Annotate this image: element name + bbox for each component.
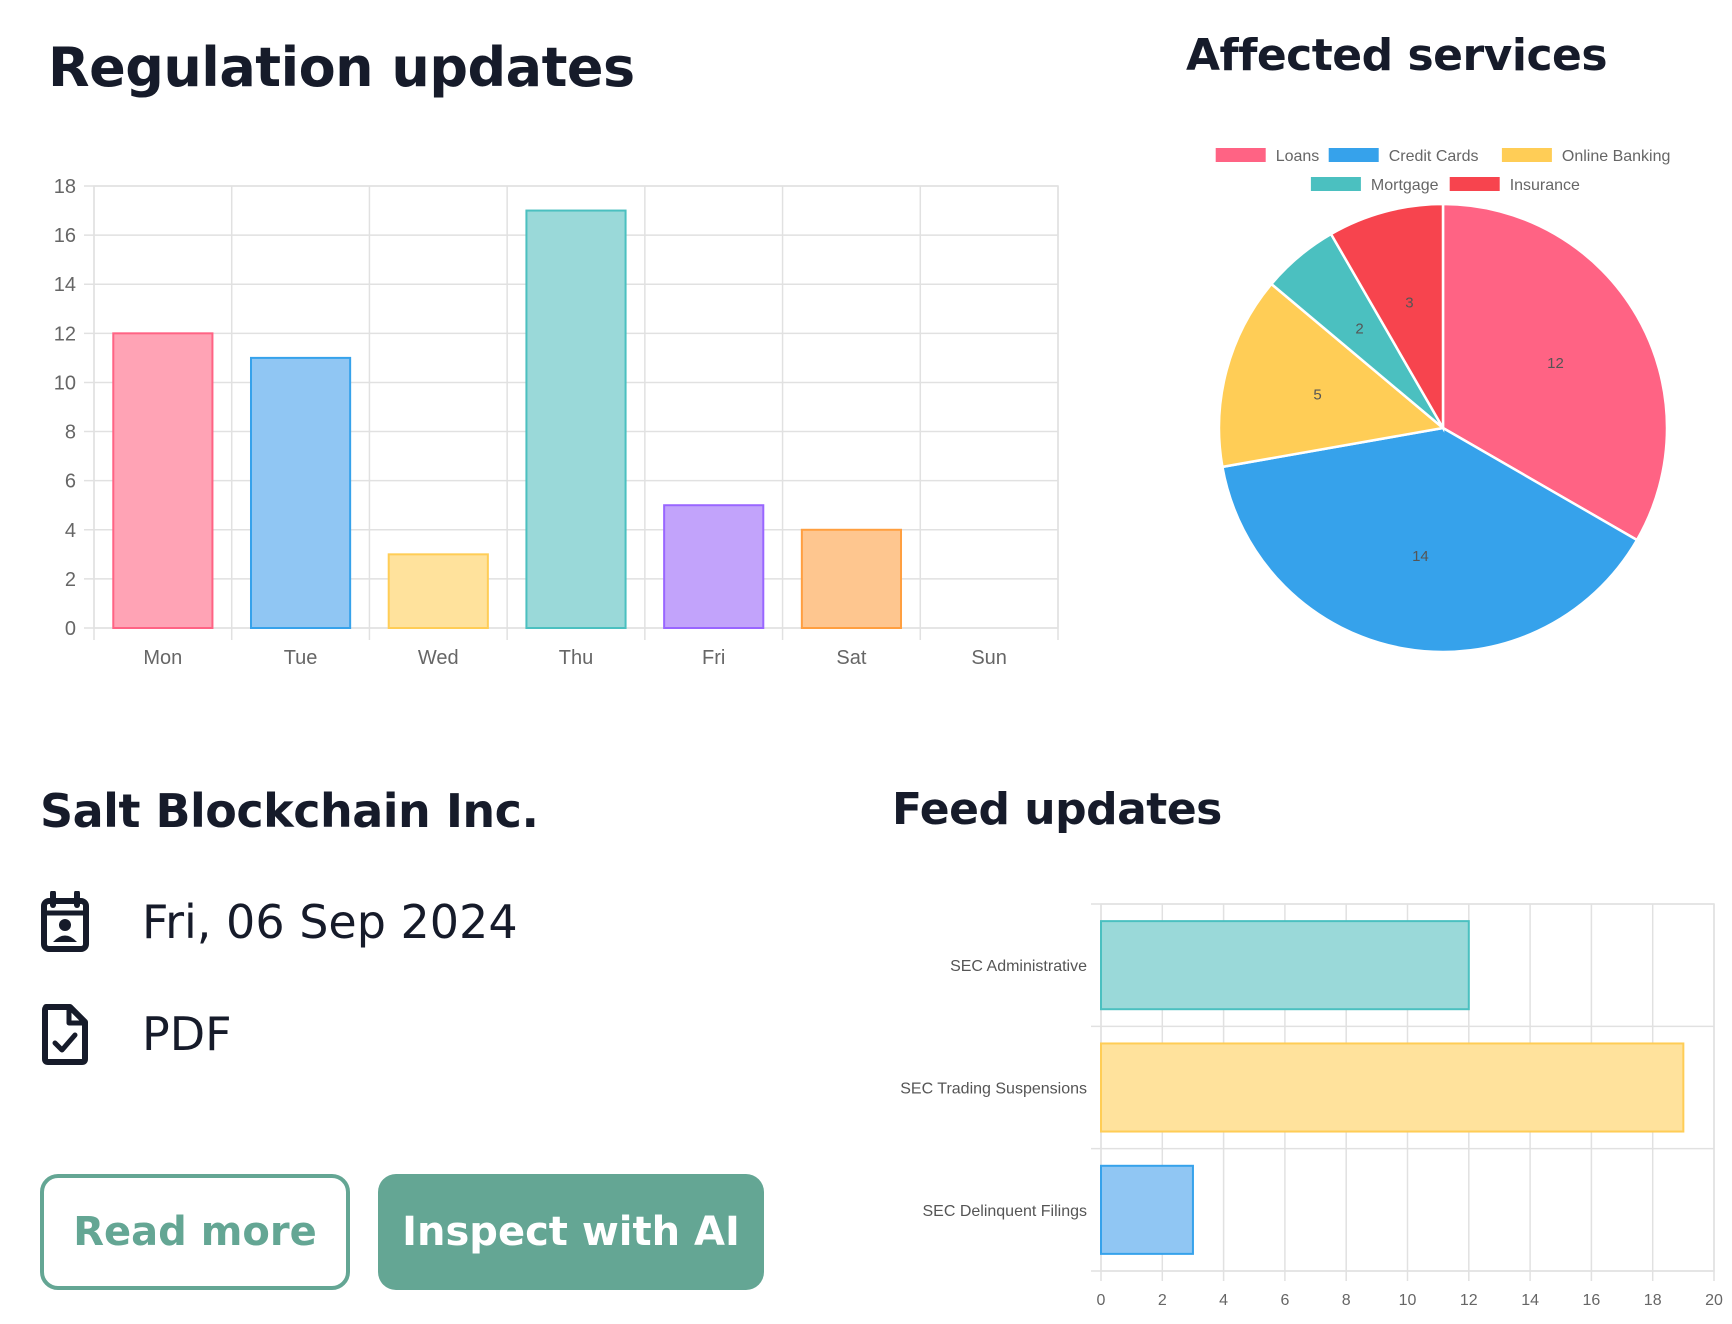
x-tick-label: Thu [559, 647, 593, 669]
x-tick-label: Fri [702, 647, 725, 669]
legend-swatch [1310, 177, 1361, 191]
y-tick-label: 0 [65, 618, 76, 640]
y-tick-label: 12 [54, 323, 76, 345]
y-tick-label: 4 [65, 520, 76, 542]
x-tick-label: 4 [1219, 1292, 1228, 1309]
x-tick-label: Sat [836, 647, 866, 669]
x-tick-label: 2 [1158, 1292, 1167, 1309]
y-tick-label: 18 [54, 176, 76, 198]
x-tick-label: 12 [1460, 1292, 1478, 1309]
bar-fri[interactable] [663, 504, 765, 630]
bar-tue[interactable] [249, 356, 352, 629]
x-tick-label: 16 [1583, 1292, 1601, 1309]
inspect-with-ai-button[interactable]: Inspect with AI [378, 1174, 764, 1290]
y-tick-label: 6 [65, 471, 76, 493]
y-tick-label: 10 [54, 372, 76, 394]
bar-thu[interactable] [525, 209, 627, 630]
y-tick-label: 8 [65, 422, 76, 444]
pie-slice-loans[interactable] [1441, 202, 1669, 542]
x-tick-label: Mon [143, 647, 182, 669]
legend-label[interactable]: Loans [1276, 148, 1320, 165]
y-tick-label: 2 [65, 569, 76, 591]
pie-value-label: 3 [1405, 295, 1413, 312]
x-tick-label: 10 [1399, 1292, 1417, 1309]
bar-wed[interactable] [387, 553, 489, 629]
legend-label[interactable]: Credit Cards [1389, 148, 1479, 165]
feed-updates-bar-chart: 0 2 4 6 8 10 12 14 16 18 20 SEC Administrative SEC T… [900, 903, 1723, 1309]
regulation-updates-title: Regulation updates [48, 36, 635, 99]
date-row: Fri, 06 Sep 2024 [38, 890, 518, 954]
read-more-button[interactable]: Read more [40, 1174, 350, 1290]
x-tick-label: 6 [1280, 1292, 1289, 1309]
affected-services-pie-chart: Loans Credit Cards Online Banking Mortgage I… [1215, 148, 1671, 654]
legend-swatch [1501, 148, 1552, 162]
x-tick-label: 0 [1097, 1292, 1106, 1309]
x-tick-label: 8 [1342, 1292, 1351, 1309]
bar-sec-delinquent-filings[interactable] [1100, 1164, 1194, 1255]
bar-sec-trading-suspensions[interactable] [1100, 1042, 1685, 1133]
bar-sat[interactable] [800, 528, 903, 629]
document-type-row: PDF [38, 1002, 232, 1066]
affected-services-title: Affected services [1186, 30, 1608, 81]
legend-swatch [1449, 177, 1500, 191]
regulation-bar-chart: 0 2 4 6 8 10 12 14 16 18 Mon Tue Wed Thu Fri Sat Sun [54, 176, 1059, 669]
pie-value-label: 5 [1313, 386, 1321, 403]
bar-sec-administrative[interactable] [1100, 920, 1470, 1011]
x-tick-label: Wed [418, 647, 459, 669]
y-tick-label: 16 [54, 225, 76, 247]
pie-slice-credit-cards[interactable] [1220, 426, 1639, 654]
x-tick-label: Sun [971, 647, 1007, 669]
file-check-icon [38, 1002, 92, 1066]
company-name: Salt Blockchain Inc. [40, 784, 539, 838]
publication-date: Fri, 06 Sep 2024 [142, 895, 518, 949]
feed-updates-title: Feed updates [892, 784, 1222, 835]
legend-swatch [1215, 148, 1266, 162]
pie-slice-online-banking[interactable] [1217, 282, 1446, 469]
pie-slice-insurance[interactable] [1329, 202, 1445, 433]
pie-value-label: 2 [1355, 320, 1363, 337]
legend-swatch [1328, 148, 1379, 162]
x-tick-label: 20 [1705, 1292, 1723, 1309]
x-tick-label: 18 [1644, 1292, 1662, 1309]
y-tick-label: SEC Delinquent Filings [922, 1203, 1087, 1220]
pie-value-label: 12 [1547, 355, 1564, 372]
legend-label[interactable]: Mortgage [1371, 177, 1439, 194]
legend-label[interactable]: Insurance [1510, 177, 1580, 194]
x-tick-label: Tue [284, 647, 318, 669]
y-tick-label: SEC Trading Suspensions [900, 1081, 1087, 1098]
x-tick-label: 14 [1521, 1292, 1539, 1309]
bar-mon[interactable] [112, 332, 214, 629]
pie-value-label: 14 [1412, 548, 1429, 565]
y-tick-label: SEC Administrative [950, 958, 1087, 975]
document-type: PDF [142, 1007, 232, 1061]
legend-label[interactable]: Online Banking [1562, 148, 1671, 165]
calendar-user-icon [38, 890, 92, 954]
y-tick-label: 14 [54, 274, 76, 296]
